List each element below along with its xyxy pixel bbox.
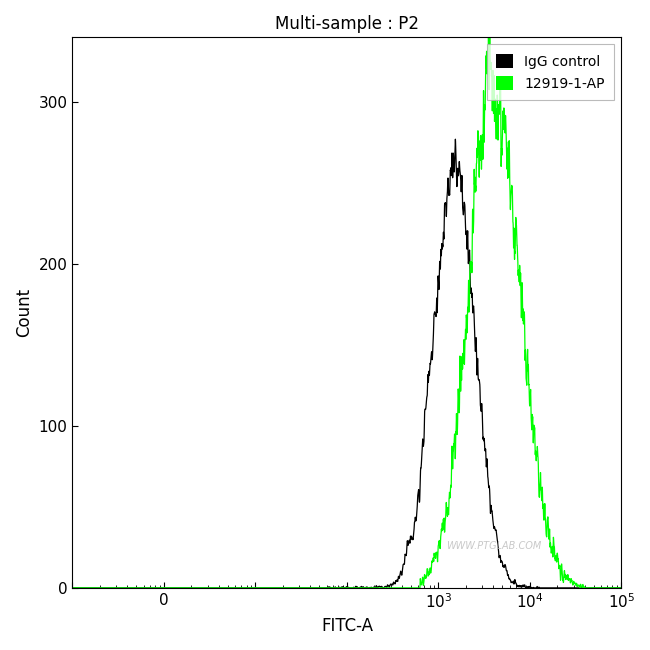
Text: WWW.PTGLAB.COM: WWW.PTGLAB.COM bbox=[446, 541, 541, 551]
X-axis label: FITC-A: FITC-A bbox=[321, 617, 373, 635]
Y-axis label: Count: Count bbox=[15, 288, 33, 337]
Title: Multi-sample : P2: Multi-sample : P2 bbox=[275, 15, 419, 33]
Legend: IgG control, 12919-1-AP: IgG control, 12919-1-AP bbox=[487, 44, 614, 100]
